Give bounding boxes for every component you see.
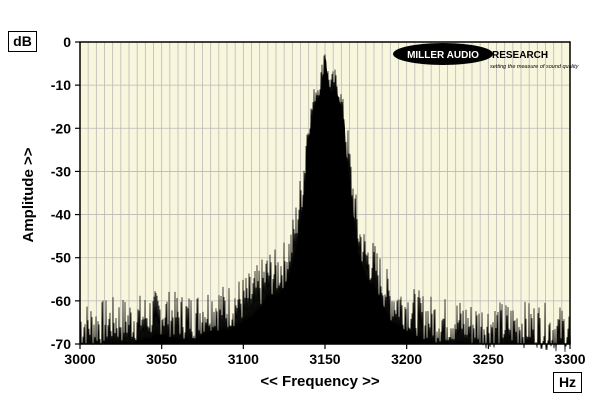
y-tick-label: 0 xyxy=(63,34,71,50)
x-tick-label: 3050 xyxy=(146,351,177,367)
x-tick-label: 3250 xyxy=(473,351,504,367)
y-tick-label: -30 xyxy=(51,163,71,179)
x-axis-ticks: 3000 3050 3100 3150 3200 3250 3300 xyxy=(64,344,586,367)
logo-tagline: setting the measure of sound quality xyxy=(490,64,580,70)
x-tick-label: 3200 xyxy=(391,351,422,367)
x-tick-label: 3300 xyxy=(554,351,585,367)
y-axis-label: Amplitude >> xyxy=(20,147,37,243)
x-tick-label: 3000 xyxy=(64,351,95,367)
x-tick-label: 3150 xyxy=(309,351,340,367)
x-unit-label: Hz xyxy=(553,372,582,393)
y-tick-label: -20 xyxy=(51,120,71,136)
y-tick-label: -10 xyxy=(51,77,71,93)
logo: MILLER AUDIO RESEARCH setting the measure … xyxy=(393,43,580,70)
x-axis-label: << Frequency >> xyxy=(260,373,380,390)
logo-badge xyxy=(393,43,493,65)
x-tick-label: 3100 xyxy=(228,351,259,367)
y-tick-label: -60 xyxy=(51,293,71,309)
y-axis-ticks: 0 -10 -20 -30 -40 -50 -60 -70 xyxy=(51,34,80,352)
y-unit-label: dB xyxy=(8,31,37,52)
y-tick-label: -50 xyxy=(51,250,71,266)
logo-text-main: MILLER AUDIO xyxy=(407,50,479,61)
y-tick-label: -40 xyxy=(51,207,71,223)
logo-text-research: RESEARCH xyxy=(492,50,548,61)
y-tick-label: -70 xyxy=(51,336,71,352)
